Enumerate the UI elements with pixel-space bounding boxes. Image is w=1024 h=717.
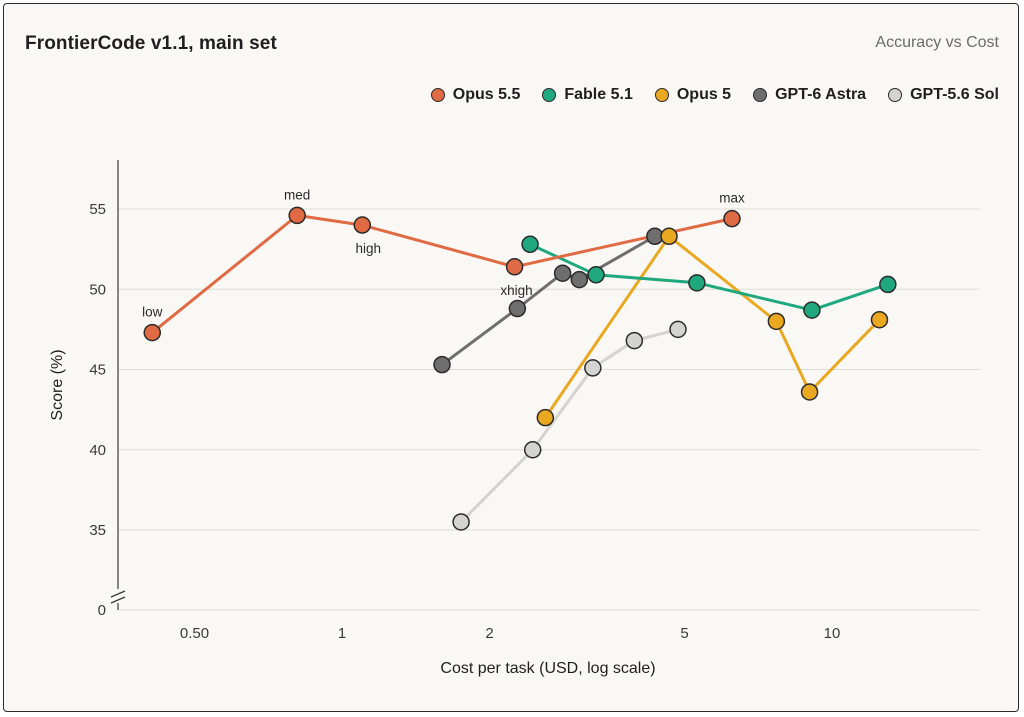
y-tick-label: 40 <box>89 442 106 459</box>
data-point <box>452 513 470 531</box>
data-point <box>587 266 605 284</box>
x-tick-label: 5 <box>680 625 688 642</box>
legend-label: Fable 5.1 <box>564 86 633 103</box>
legend-item-opus-5[interactable]: Opus 5 <box>654 86 732 104</box>
data-point <box>767 312 786 331</box>
point-label: max <box>719 191 745 206</box>
data-point <box>553 264 572 282</box>
data-point <box>143 323 162 342</box>
x-tick-label: 10 <box>824 625 841 642</box>
y-tick-label: 55 <box>89 201 106 218</box>
y-tick-label: 45 <box>89 362 106 379</box>
data-point <box>523 441 542 459</box>
data-point <box>584 359 602 377</box>
axis-break-gap <box>115 589 121 603</box>
x-tick-label: 0.50 <box>180 625 209 642</box>
data-point <box>723 209 741 228</box>
legend-swatch <box>542 88 557 102</box>
y-tick-label: 35 <box>89 522 106 539</box>
data-point <box>508 299 527 318</box>
legend-item-opus-5-5[interactable]: Opus 5.5 <box>430 86 521 104</box>
data-point <box>879 275 897 294</box>
chart-card <box>3 3 1019 712</box>
legend-swatch <box>430 88 445 102</box>
legend-label: Opus 5 <box>676 86 732 103</box>
data-point <box>800 383 819 401</box>
data-point <box>570 270 589 289</box>
data-point <box>521 235 539 254</box>
point-label: med <box>284 187 310 202</box>
legend-swatch <box>753 88 768 102</box>
data-point <box>688 274 706 292</box>
chart-title: FrontierCode v1.1, main set <box>25 33 277 54</box>
legend-swatch <box>654 88 669 102</box>
legend-label: Opus 5.5 <box>452 86 521 103</box>
data-point <box>353 216 372 234</box>
series-line <box>544 234 881 419</box>
point-label: xhigh <box>500 283 532 298</box>
axis-break-marker <box>110 590 126 604</box>
data-point <box>433 355 451 374</box>
legend-item-gpt-6-astra[interactable]: GPT-6 Astra <box>753 86 866 104</box>
point-label: high <box>356 241 382 256</box>
legend: Opus 5.5 Fable 5.1 Opus 5 GPT-6 Astra GP… <box>430 86 999 104</box>
legend-label: GPT-6 Astra <box>775 86 867 103</box>
data-point <box>505 258 524 276</box>
series-line <box>460 327 679 524</box>
legend-label: GPT-5.6 Sol <box>910 86 999 103</box>
legend-swatch <box>888 88 903 102</box>
data-point <box>669 320 687 339</box>
data-point <box>288 206 306 225</box>
data-point <box>536 408 555 427</box>
y-tick-label: 50 <box>89 281 106 298</box>
data-point <box>870 310 889 329</box>
point-label: low <box>142 305 163 320</box>
y-tick-label: 0 <box>98 602 106 619</box>
legend-item-fable-5-1[interactable]: Fable 5.1 <box>542 86 633 104</box>
data-point <box>625 331 644 350</box>
data-point <box>803 301 821 319</box>
x-tick-label: 1 <box>338 625 346 642</box>
legend-item-gpt-5-6-sol[interactable]: GPT-5.6 Sol <box>888 86 999 104</box>
x-tick-label: 2 <box>485 625 493 642</box>
y-axis-title: Score (%) <box>49 349 66 420</box>
x-axis-title: Cost per task (USD, log scale) <box>440 660 655 677</box>
data-point <box>660 227 678 246</box>
chart-subtitle: Accuracy vs Cost <box>875 34 999 51</box>
